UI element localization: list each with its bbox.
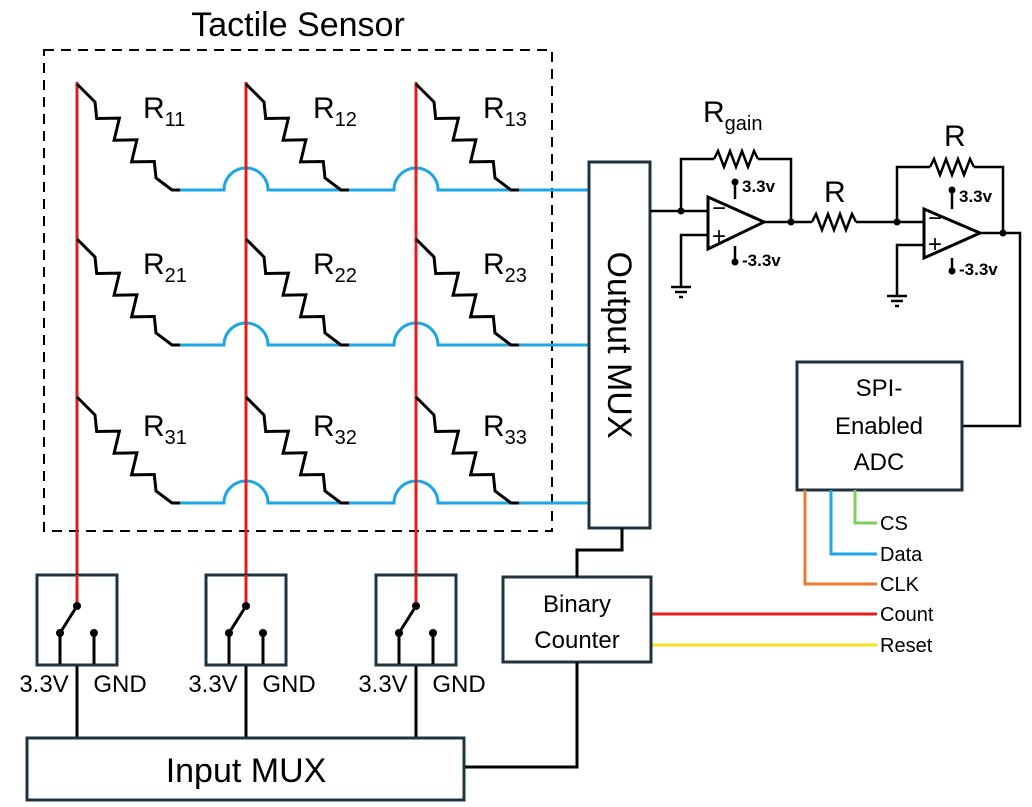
adc-label-line1: SPI- bbox=[856, 375, 903, 402]
switch-2-gndlabel: GND bbox=[262, 671, 315, 698]
data-wire bbox=[829, 490, 877, 556]
r-feedback-label: R bbox=[944, 120, 966, 153]
resistor-r11 bbox=[75, 82, 180, 192]
op-amp-1-vpos: 3.3v bbox=[742, 177, 776, 196]
op-amp-2-plus: + bbox=[928, 231, 942, 258]
switch-group: 3.3V GND 3.3V GND 3.3V GND bbox=[19, 573, 486, 698]
resistor-label-r13: R13 bbox=[483, 92, 527, 131]
resistor-r21 bbox=[75, 237, 180, 347]
resistor-label-r12: R12 bbox=[313, 92, 357, 131]
switch-1: 3.3V GND bbox=[19, 573, 147, 698]
resistor-array bbox=[75, 82, 519, 505]
reset-label: Reset bbox=[880, 635, 933, 657]
resistor-r33 bbox=[414, 395, 519, 505]
op-amp-2-vneg: -3.3v bbox=[959, 260, 998, 279]
r-series-label: R bbox=[824, 176, 846, 209]
op-amp-2-minus: − bbox=[928, 205, 942, 232]
input-mux-label: Input MUX bbox=[166, 752, 327, 790]
control-wiring bbox=[75, 528, 624, 769]
switch-1-gndlabel: GND bbox=[93, 671, 146, 698]
binary-counter-line1: Binary bbox=[543, 591, 611, 618]
resistor-label-r23: R23 bbox=[483, 248, 527, 287]
binary-counter-line2: Counter bbox=[534, 627, 619, 654]
switch-3-vlabel: 3.3V bbox=[358, 671, 407, 698]
resistor-label-r33: R33 bbox=[483, 410, 527, 449]
resistor-labels: R11 R12 R13 R21 R22 R23 R31 R32 R33 bbox=[143, 92, 527, 449]
diagram-title: Tactile Sensor bbox=[191, 6, 405, 44]
count-label: Count bbox=[880, 604, 934, 626]
amplifier-wiring bbox=[650, 147, 1022, 428]
resistor-label-r21: R21 bbox=[143, 248, 187, 287]
switch-2: 3.3V GND bbox=[188, 573, 316, 698]
adc-label-line3: ADC bbox=[854, 449, 905, 476]
clk-label: CLK bbox=[880, 574, 920, 596]
switch-3: 3.3V GND bbox=[358, 573, 486, 698]
switch-1-vlabel: 3.3V bbox=[19, 671, 68, 698]
binary-counter-box bbox=[501, 575, 653, 664]
input-mux-box bbox=[25, 736, 466, 802]
cs-label: CS bbox=[880, 513, 908, 535]
cs-wire bbox=[853, 490, 877, 525]
resistor-label-r11: R11 bbox=[143, 92, 185, 131]
resistor-r23 bbox=[414, 237, 519, 347]
op-amp-1-minus: − bbox=[712, 195, 726, 222]
column-lines bbox=[75, 82, 418, 608]
resistor-r12 bbox=[244, 82, 349, 192]
op-amp-1-plus: + bbox=[712, 223, 726, 250]
row-lines bbox=[180, 166, 589, 505]
op-amp-1 bbox=[706, 194, 768, 252]
clk-wire bbox=[803, 490, 877, 586]
resistor-r32 bbox=[244, 395, 349, 505]
resistor-label-r31: R31 bbox=[143, 410, 187, 449]
op-amp-2-vpos: 3.3v bbox=[959, 187, 993, 206]
resistor-label-r22: R22 bbox=[313, 248, 357, 287]
data-label: Data bbox=[880, 544, 923, 566]
op-amp-1-vneg: -3.3v bbox=[742, 251, 781, 270]
output-mux-box bbox=[587, 160, 652, 530]
row-line-2 bbox=[180, 321, 589, 347]
adc-box bbox=[795, 360, 964, 492]
switch-3-gndlabel: GND bbox=[432, 671, 485, 698]
adc-label-line2: Enabled bbox=[835, 413, 923, 440]
op-amp-2 bbox=[922, 206, 984, 261]
switch-2-vlabel: 3.3V bbox=[188, 671, 237, 698]
resistor-r13 bbox=[414, 82, 519, 192]
resistor-r22 bbox=[244, 237, 349, 347]
output-mux-label: Output MUX bbox=[600, 251, 638, 438]
rgain-label: Rgain bbox=[703, 96, 762, 135]
row-line-3 bbox=[180, 479, 589, 505]
sensor-boundary bbox=[43, 49, 553, 532]
junction-dots bbox=[677, 178, 1007, 275]
row-line-1 bbox=[180, 166, 589, 192]
resistor-label-r32: R32 bbox=[313, 410, 357, 449]
resistor-r31 bbox=[75, 395, 180, 505]
